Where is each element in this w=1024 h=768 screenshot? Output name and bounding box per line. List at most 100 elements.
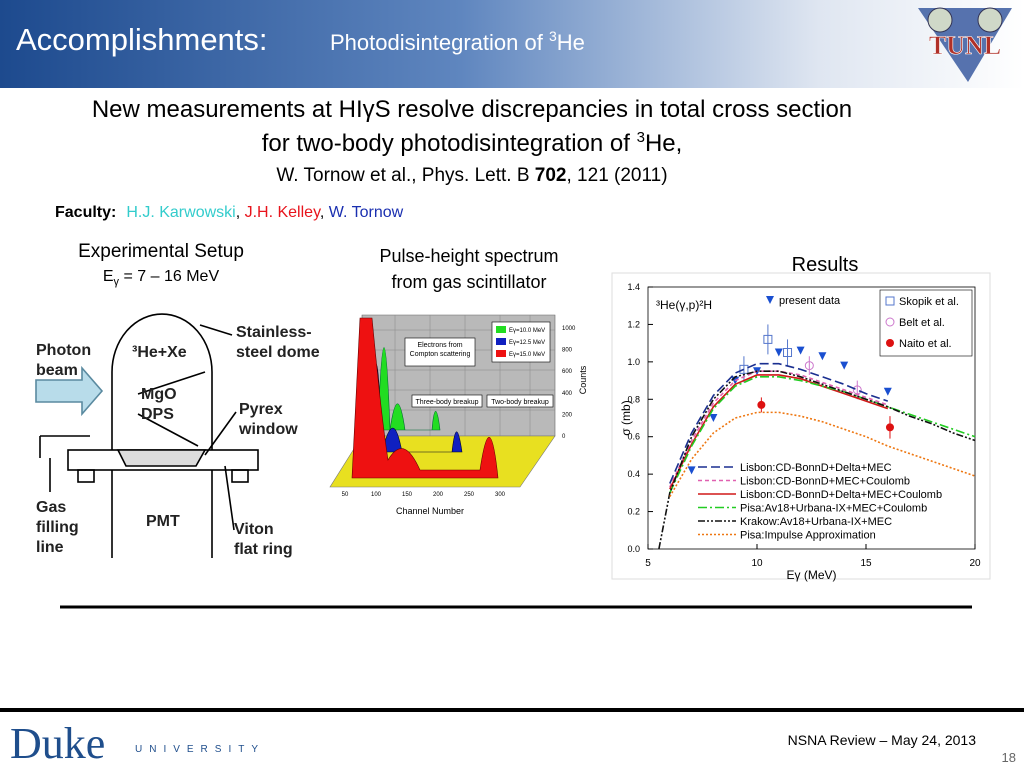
duke-university: UNIVERSITY [135,744,265,755]
data-point [783,348,793,357]
setup-label: ³He+Xe [132,344,187,361]
data-point [883,387,892,396]
subtitle-sup: 3 [549,28,557,44]
y-tick-label: 0.0 [627,544,640,554]
x-tick-label: 250 [464,492,475,498]
setup-label: MgO [141,386,177,403]
line2-end: He, [645,130,682,157]
setup-title: Experimental Setup [78,241,244,262]
legend-label: Pisa:Impulse Approximation [740,530,876,542]
faculty-name: W. Tornow [329,204,404,221]
spectrum-annotation: Three-body breakup [415,399,478,406]
setup-label: flat ring [234,541,293,558]
legend-marker [885,296,895,306]
legend-label: present data [779,295,841,307]
legend-label: Eγ=10.0 MeV [509,328,545,334]
setup-label: steel dome [236,344,320,361]
legend-label: Lisbon:CD-BonnD+MEC+Coulomb [740,476,910,488]
y-tick-label: 0 [562,434,566,440]
setup-label: line [36,539,64,556]
results-title: Results [792,254,859,276]
faculty-label: Faculty: [55,204,116,221]
citation-end: , 121 (2011) [567,165,668,186]
faculty-separator: , [236,204,245,221]
data-point [796,346,805,355]
headline-line2: for two-body photodisintegration of 3He, [262,129,683,157]
setup-label: PMT [146,513,180,530]
faculty-name: H.J. Karwowski [126,204,235,221]
legend-label: Skopik et al. [899,296,959,308]
y-tick-label: 0.6 [627,432,640,442]
x-tick-label: 100 [371,492,382,498]
setup-label: beam [36,362,78,379]
spectrum-title2: from gas scintillator [391,272,546,292]
header-title: Accomplishments: [16,22,268,57]
setup-energy: Eγ = 7 – 16 MeV [103,268,220,288]
x-axis-label: Eγ (MeV) [786,568,836,582]
y-tick-label: 800 [562,348,573,354]
curve [669,411,976,498]
headline-line1: New measurements at HIγS resolve discrep… [92,96,852,123]
footer-event: NSNA Review – May 24, 2013 [788,732,977,748]
y-tick-label: 0.8 [627,394,640,404]
curve [669,374,889,490]
curve [669,362,889,484]
legend-label: Pisa:Av18+Urbana-IX+MEC+Coulomb [740,503,927,515]
tunl-logo: TUNL [918,7,1012,82]
results-frame [611,272,991,580]
legend-box [879,289,973,357]
y-axis-label: σ (mb) [619,400,633,435]
data-point [709,414,718,422]
data-point [687,466,696,475]
logo-text: TUNL [929,31,1001,60]
line2-text: for two-body photodisintegration of [262,130,637,157]
spectrum-annotation: Electrons from [417,342,462,349]
y-tick-label: 600 [562,369,573,375]
x-tick-label: 150 [402,492,413,498]
legend-label: Belt et al. [899,317,945,329]
duke-logo: Duke [10,719,105,768]
spectrum-annotation: Compton scattering [410,351,471,358]
spectrum-title1: Pulse-height spectrum [379,246,558,266]
x-tick-label: 15 [860,558,872,569]
x-tick-label: 200 [433,492,444,498]
legend-swatch [496,326,506,333]
spectrum-plot [329,314,556,488]
header-bar [0,0,1024,88]
legend-label: Eγ=12.5 MeV [509,340,545,346]
page-number: 18 [1002,750,1016,765]
x-tick-label: 300 [495,492,506,498]
legend-label: Krakow:Av18+Urbana-IX+MEC [740,516,892,528]
setup-label: DPS [141,406,174,423]
y-tick-label: 200 [562,412,573,418]
citation-volume: 702 [535,165,567,186]
spectrum-annotation: Two-body breakup [491,399,549,406]
y-tick-label: 1.2 [627,319,640,329]
legend-marker [886,339,894,347]
plot-frame [647,286,976,550]
y-axis-label: Counts [578,365,588,394]
data-point [757,400,766,409]
energy-sub: γ [114,276,120,288]
faculty-name: J.H. Kelley [245,204,321,221]
legend-marker [885,317,895,327]
y-tick-label: 1.0 [627,357,640,367]
curve [669,370,889,488]
legend-label: Lisbon:CD-BonnD+Delta+MEC [740,462,892,474]
setup-diagram [35,313,259,558]
setup-label: Viton [234,521,274,538]
x-tick-label: 5 [645,558,651,569]
subtitle-end: He [557,30,585,55]
setup-labels: Photon beam ³He+Xe Stainless-steel dome MgO D… [36,324,320,558]
results-chart: 5 10 15 20 0.0 0.2 0.4 0.6 0.8 1.0 1.2 1.4 Eγ (MeV) σ… [619,282,981,582]
legend-swatch [496,350,506,357]
setup-label: filling [36,519,79,536]
citation-start: W. Tornow et al., Phys. Lett. B [276,165,534,186]
spectrum-text: Electrons from Compton scattering Three-bo… [342,326,588,516]
energy-range: = 7 – 16 MeV [119,268,219,285]
setup-label: Stainless- [236,324,312,341]
line2-sup: 3 [637,129,645,146]
legend-marker [766,296,774,304]
x-axis-label: Channel Number [396,506,464,516]
